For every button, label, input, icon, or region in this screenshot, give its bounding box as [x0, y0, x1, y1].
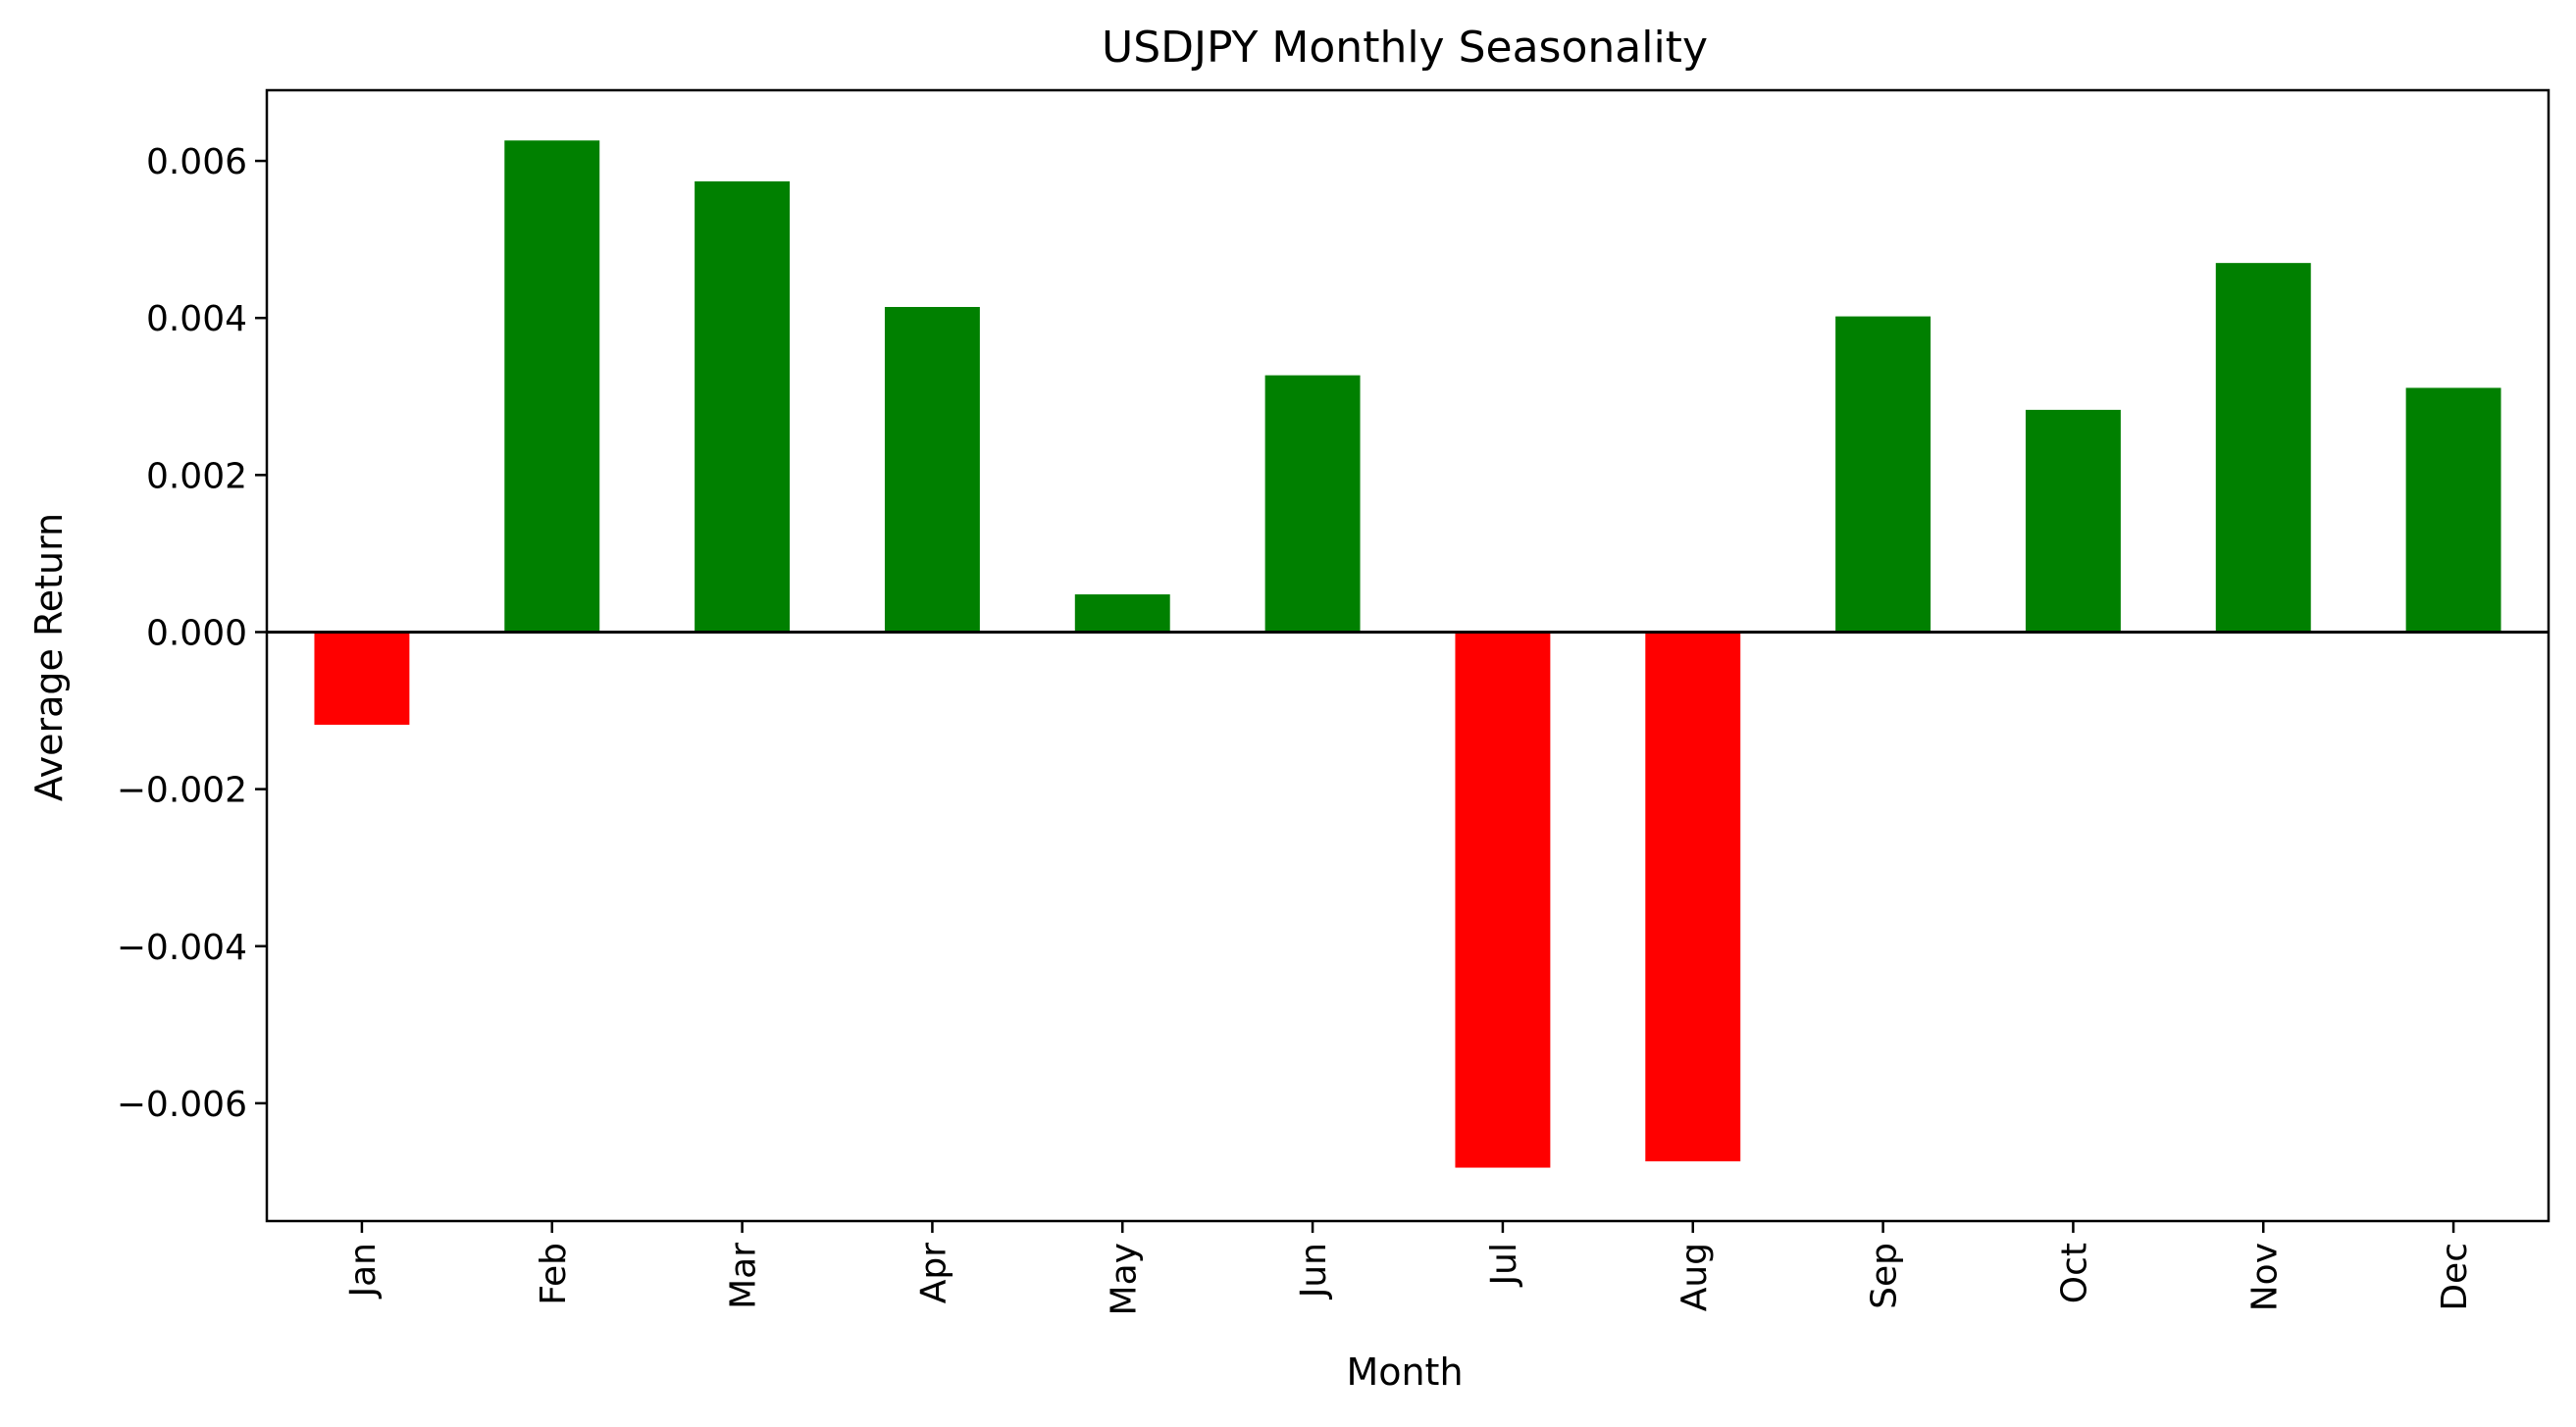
x-tick-label-aug: Aug: [1674, 1243, 1715, 1311]
y-axis-label: Average Return: [27, 513, 71, 801]
x-tick-label-sep: Sep: [1865, 1243, 1905, 1309]
bar-sep: [1835, 316, 1932, 633]
x-tick-label-may: May: [1104, 1243, 1144, 1315]
bar-may: [1074, 594, 1170, 633]
bar-apr: [884, 306, 980, 633]
y-tick-label: −0.004: [117, 928, 247, 968]
y-tick-label: −0.002: [117, 771, 247, 811]
bar-jul: [1455, 632, 1551, 1168]
y-axis-ticks: −0.006 −0.004 −0.002 0.000 0.002 0.004 0.006: [117, 142, 267, 1125]
y-tick-label: 0.004: [146, 299, 247, 339]
y-tick-label: 0.002: [146, 456, 247, 496]
x-tick-label-feb: Feb: [534, 1243, 574, 1305]
x-tick-label-apr: Apr: [913, 1243, 953, 1303]
bar-jan: [314, 632, 410, 725]
y-tick-label: −0.006: [117, 1085, 247, 1125]
bar-nov: [2215, 263, 2311, 633]
bar-feb: [504, 140, 600, 633]
x-tick-label-jun: Jun: [1294, 1243, 1334, 1300]
plot-frame: [265, 88, 2550, 1223]
bar-jun: [1264, 375, 1361, 633]
x-tick-label-jan: Jan: [343, 1243, 384, 1300]
x-tick-label-dec: Dec: [2435, 1243, 2475, 1311]
x-tick-label-mar: Mar: [724, 1243, 764, 1309]
bar-aug: [1645, 632, 1741, 1162]
bar-mar: [695, 180, 791, 633]
y-tick-label: 0.000: [146, 613, 247, 653]
x-tick-label-jul: Jul: [1484, 1243, 1524, 1287]
x-tick-label-nov: Nov: [2244, 1243, 2285, 1311]
bar-dec: [2405, 387, 2501, 633]
bar-series: [314, 140, 2501, 1168]
x-axis-ticks: Jan Feb Mar Apr May Jun Jul Aug Sep Oct Nov Dec: [343, 1221, 2475, 1315]
bar-oct: [2025, 409, 2121, 633]
chart-title: USDJPY Monthly Seasonality: [1102, 23, 1708, 73]
x-axis-label: Month: [1346, 1351, 1463, 1394]
x-tick-label-oct: Oct: [2054, 1243, 2094, 1303]
y-tick-label: 0.006: [146, 142, 247, 182]
